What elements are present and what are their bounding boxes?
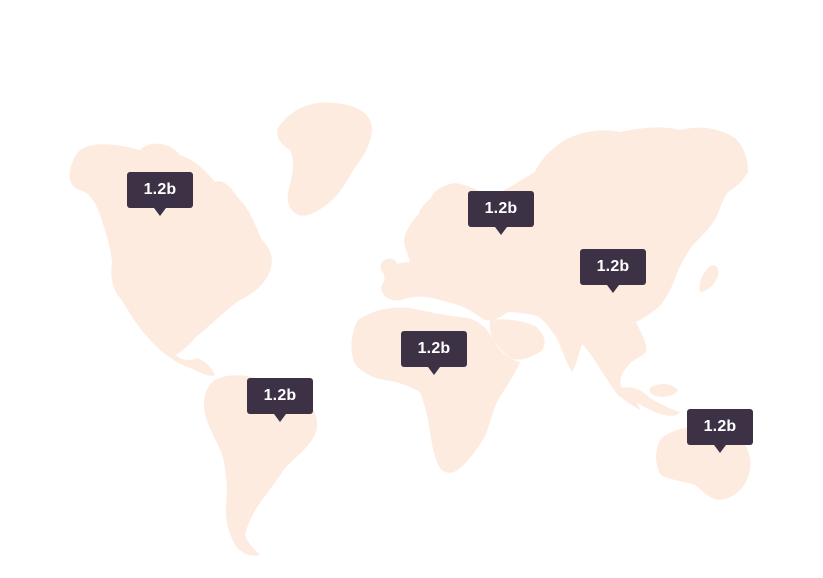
continent-greenland [277,102,372,216]
continent-japan [699,265,719,292]
marker-value: 1.2b [263,387,297,404]
marker-asia[interactable]: 1.2b [580,249,646,293]
marker-pointer [154,208,166,216]
marker-pointer [274,414,286,422]
marker-value: 1.2b [596,258,630,275]
continent-australia [656,427,751,500]
marker-value: 1.2b [417,340,451,357]
marker-north-america[interactable]: 1.2b [127,172,193,216]
marker-pointer [495,227,507,235]
continent-africa [351,307,520,473]
marker-pointer [607,285,619,293]
continent-borneo [649,384,678,397]
continent-arabia [490,319,545,360]
marker-pointer [428,367,440,375]
marker-value: 1.2b [143,181,177,198]
marker-south-america[interactable]: 1.2b [247,378,313,422]
continent-indonesia [621,387,680,416]
marker-europe[interactable]: 1.2b [468,191,534,235]
marker-value: 1.2b [703,418,737,435]
continent-scandinavia [417,191,452,240]
marker-value: 1.2b [484,200,518,217]
continent-north-america [69,143,272,376]
continent-uk [380,258,398,276]
marker-australia[interactable]: 1.2b [687,409,753,453]
marker-pointer [714,445,726,453]
continent-south-america [203,375,318,556]
marker-africa[interactable]: 1.2b [401,331,467,375]
